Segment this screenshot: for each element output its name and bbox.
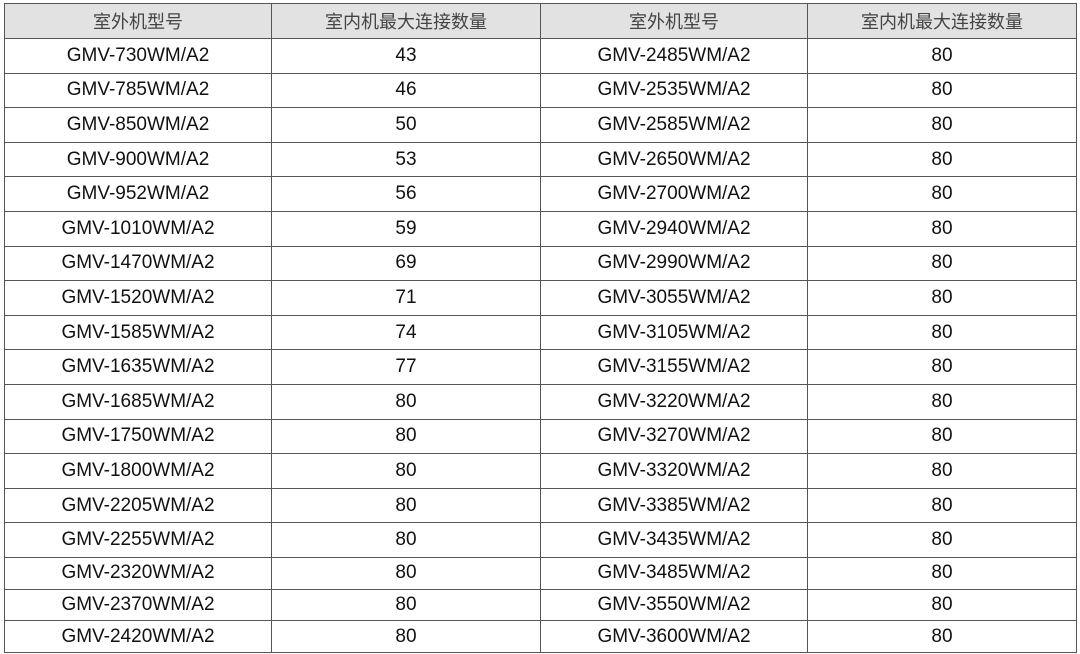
outdoor-model-cell: GMV-1010WM/A2 — [4, 210, 272, 247]
max-indoor-units-cell: 80 — [807, 453, 1077, 489]
outdoor-model-cell: GMV-3385WM/A2 — [540, 487, 808, 524]
max-indoor-units-cell: 80 — [271, 383, 541, 420]
outdoor-model-cell: GMV-3220WM/A2 — [540, 383, 808, 420]
table-row: GMV-1635WM/A2 77 GMV-3155WM/A2 80 — [4, 349, 1077, 385]
table-row: GMV-900WM/A2 53 GMV-2650WM/A2 80 — [4, 141, 1077, 178]
table-row: GMV-1520WM/A2 71 GMV-3055WM/A2 80 — [4, 280, 1077, 316]
max-indoor-units-cell: 80 — [271, 522, 541, 558]
outdoor-model-cell: GMV-785WM/A2 — [4, 72, 272, 109]
max-indoor-units-cell: 80 — [807, 38, 1077, 74]
max-indoor-units-cell: 43 — [271, 38, 541, 74]
max-indoor-units-cell: 80 — [807, 210, 1077, 247]
table-row: GMV-1470WM/A2 69 GMV-2990WM/A2 80 — [4, 245, 1077, 282]
max-indoor-units-cell: 80 — [807, 141, 1077, 178]
max-indoor-units-cell: 80 — [807, 107, 1077, 143]
table-row: GMV-1800WM/A2 80 GMV-3320WM/A2 80 — [4, 453, 1077, 489]
outdoor-model-cell: GMV-1585WM/A2 — [4, 314, 272, 351]
outdoor-model-cell: GMV-2205WM/A2 — [4, 487, 272, 524]
outdoor-model-cell: GMV-3435WM/A2 — [540, 522, 808, 558]
header-max-indoor-units: 室内机最大连接数量 — [807, 3, 1077, 39]
outdoor-model-cell: GMV-1520WM/A2 — [4, 280, 272, 316]
outdoor-model-cell: GMV-2420WM/A2 — [4, 620, 272, 653]
max-indoor-units-cell: 80 — [807, 522, 1077, 558]
outdoor-model-cell: GMV-1750WM/A2 — [4, 418, 272, 455]
outdoor-model-cell: GMV-2585WM/A2 — [540, 107, 808, 143]
table-row: GMV-785WM/A2 46 GMV-2535WM/A2 80 — [4, 72, 1077, 109]
max-indoor-units-cell: 80 — [807, 176, 1077, 212]
outdoor-model-cell: GMV-2990WM/A2 — [540, 245, 808, 282]
max-indoor-units-cell: 80 — [807, 487, 1077, 524]
outdoor-model-cell: GMV-730WM/A2 — [4, 38, 272, 74]
outdoor-model-cell: GMV-3055WM/A2 — [540, 280, 808, 316]
outdoor-model-cell: GMV-3270WM/A2 — [540, 418, 808, 455]
outdoor-model-cell: GMV-952WM/A2 — [4, 176, 272, 212]
outdoor-model-cell: GMV-1635WM/A2 — [4, 349, 272, 385]
table-row: GMV-2420WM/A2 80 GMV-3600WM/A2 80 — [4, 620, 1077, 653]
outdoor-model-cell: GMV-2940WM/A2 — [540, 210, 808, 247]
connection-capacity-table: 室外机型号 室内机最大连接数量 室外机型号 室内机最大连接数量 GMV-730W… — [4, 3, 1077, 653]
table-row: GMV-952WM/A2 56 GMV-2700WM/A2 80 — [4, 176, 1077, 212]
outdoor-model-cell: GMV-3485WM/A2 — [540, 556, 808, 590]
max-indoor-units-cell: 80 — [271, 620, 541, 653]
header-outdoor-model: 室外机型号 — [4, 3, 272, 39]
max-indoor-units-cell: 69 — [271, 245, 541, 282]
max-indoor-units-cell: 80 — [807, 245, 1077, 282]
table-row: GMV-2320WM/A2 80 GMV-3485WM/A2 80 — [4, 556, 1077, 590]
max-indoor-units-cell: 80 — [807, 556, 1077, 590]
max-indoor-units-cell: 80 — [271, 418, 541, 455]
table-row: GMV-1685WM/A2 80 GMV-3220WM/A2 80 — [4, 383, 1077, 420]
outdoor-model-cell: GMV-1800WM/A2 — [4, 453, 272, 489]
max-indoor-units-cell: 80 — [271, 556, 541, 590]
table-row: GMV-1010WM/A2 59 GMV-2940WM/A2 80 — [4, 210, 1077, 247]
outdoor-model-cell: GMV-1470WM/A2 — [4, 245, 272, 282]
table-row: GMV-850WM/A2 50 GMV-2585WM/A2 80 — [4, 107, 1077, 143]
max-indoor-units-cell: 80 — [807, 280, 1077, 316]
outdoor-model-cell: GMV-2700WM/A2 — [540, 176, 808, 212]
table-row: GMV-730WM/A2 43 GMV-2485WM/A2 80 — [4, 38, 1077, 74]
max-indoor-units-cell: 80 — [807, 418, 1077, 455]
outdoor-model-cell: GMV-2650WM/A2 — [540, 141, 808, 178]
max-indoor-units-cell: 80 — [271, 588, 541, 622]
outdoor-model-cell: GMV-2320WM/A2 — [4, 556, 272, 590]
table-row: GMV-2255WM/A2 80 GMV-3435WM/A2 80 — [4, 522, 1077, 558]
outdoor-model-cell: GMV-1685WM/A2 — [4, 383, 272, 420]
header-row: 室外机型号 室内机最大连接数量 室外机型号 室内机最大连接数量 — [4, 3, 1077, 39]
outdoor-model-cell: GMV-3550WM/A2 — [540, 588, 808, 622]
table-row: GMV-2370WM/A2 80 GMV-3550WM/A2 80 — [4, 588, 1077, 622]
max-indoor-units-cell: 80 — [807, 314, 1077, 351]
max-indoor-units-cell: 50 — [271, 107, 541, 143]
max-indoor-units-cell: 77 — [271, 349, 541, 385]
max-indoor-units-cell: 80 — [807, 588, 1077, 622]
table-row: GMV-1750WM/A2 80 GMV-3270WM/A2 80 — [4, 418, 1077, 455]
max-indoor-units-cell: 71 — [271, 280, 541, 316]
outdoor-model-cell: GMV-2485WM/A2 — [540, 38, 808, 74]
max-indoor-units-cell: 80 — [807, 72, 1077, 109]
table-row: GMV-1585WM/A2 74 GMV-3105WM/A2 80 — [4, 314, 1077, 351]
outdoor-model-cell: GMV-3155WM/A2 — [540, 349, 808, 385]
table-row: GMV-2205WM/A2 80 GMV-3385WM/A2 80 — [4, 487, 1077, 524]
max-indoor-units-cell: 80 — [271, 487, 541, 524]
max-indoor-units-cell: 80 — [807, 349, 1077, 385]
outdoor-model-cell: GMV-900WM/A2 — [4, 141, 272, 178]
outdoor-model-cell: GMV-850WM/A2 — [4, 107, 272, 143]
max-indoor-units-cell: 46 — [271, 72, 541, 109]
outdoor-model-cell: GMV-2535WM/A2 — [540, 72, 808, 109]
outdoor-model-cell: GMV-3320WM/A2 — [540, 453, 808, 489]
outdoor-model-cell: GMV-3105WM/A2 — [540, 314, 808, 351]
max-indoor-units-cell: 80 — [807, 620, 1077, 653]
max-indoor-units-cell: 80 — [271, 453, 541, 489]
max-indoor-units-cell: 80 — [807, 383, 1077, 420]
outdoor-model-cell: GMV-3600WM/A2 — [540, 620, 808, 653]
header-outdoor-model: 室外机型号 — [540, 3, 808, 39]
max-indoor-units-cell: 74 — [271, 314, 541, 351]
max-indoor-units-cell: 53 — [271, 141, 541, 178]
outdoor-model-cell: GMV-2370WM/A2 — [4, 588, 272, 622]
outdoor-model-cell: GMV-2255WM/A2 — [4, 522, 272, 558]
max-indoor-units-cell: 59 — [271, 210, 541, 247]
max-indoor-units-cell: 56 — [271, 176, 541, 212]
header-max-indoor-units: 室内机最大连接数量 — [271, 3, 541, 39]
